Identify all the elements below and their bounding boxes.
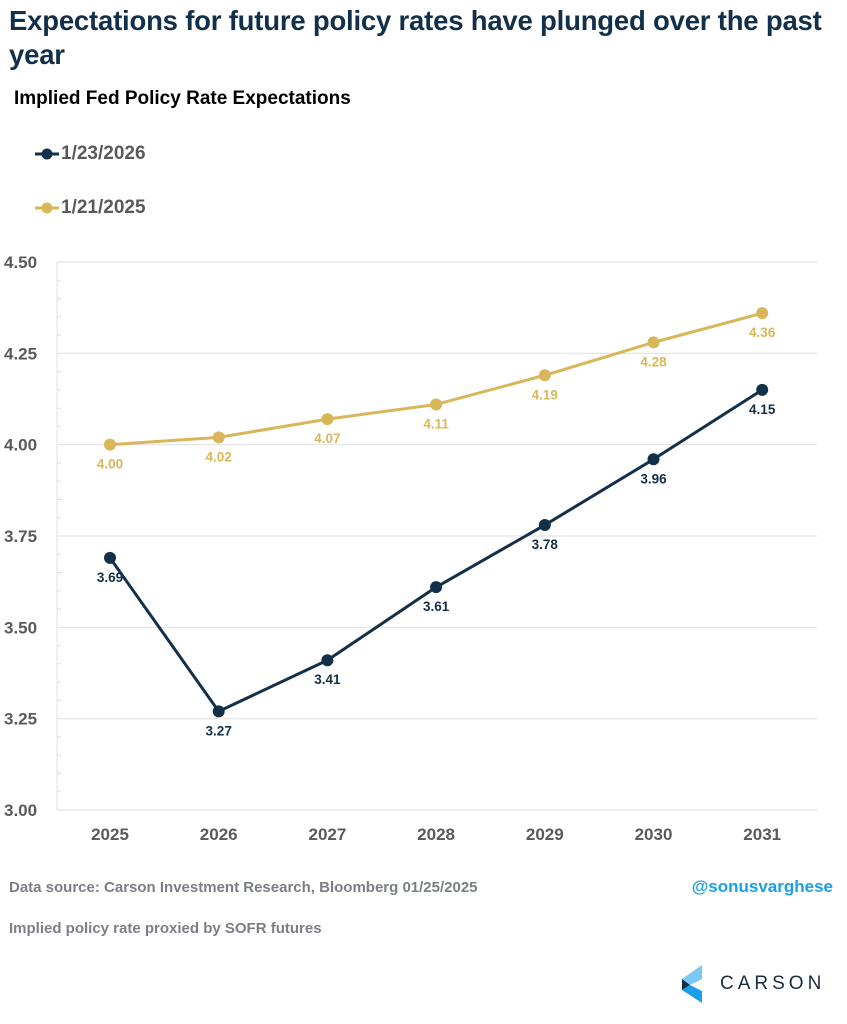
data-point <box>430 398 443 411</box>
x-tick-label: 2027 <box>308 825 346 844</box>
data-label: 4.00 <box>97 457 123 472</box>
methodology-note: Implied policy rate proxied by SOFR futu… <box>9 920 322 937</box>
data-label: 3.96 <box>640 471 667 486</box>
legend-item-series-2: 1/21/2025 <box>34 197 146 219</box>
x-tick-label: 2029 <box>526 825 564 844</box>
chart-subtitle: Implied Fed Policy Rate Expectations <box>14 88 351 109</box>
data-label: 4.15 <box>749 402 776 417</box>
data-label: 3.61 <box>423 599 450 614</box>
data-point <box>538 369 551 382</box>
legend-marker-icon <box>35 202 59 214</box>
data-label: 4.36 <box>749 325 776 340</box>
data-label: 3.78 <box>532 537 559 552</box>
x-tick-label: 2030 <box>635 825 673 844</box>
y-tick-label: 3.25 <box>4 710 37 729</box>
data-label: 3.27 <box>206 723 232 738</box>
axis-layer: 3.00 3.25 3.50 3.75 4.00 4.25 4.50 2025 2026 2027… <box>4 253 781 844</box>
data-point <box>321 413 334 426</box>
data-point <box>212 705 225 718</box>
y-tick-label: 4.00 <box>4 436 37 455</box>
legend-item-series-1: 1/23/2026 <box>34 143 146 165</box>
data-label: 4.11 <box>423 416 449 431</box>
line-chart: 3.00 3.25 3.50 3.75 4.00 4.25 4.50 2025 2026 2027… <box>4 253 817 844</box>
data-point <box>756 307 769 320</box>
data-source-note: Data source: Carson Investment Research,… <box>9 879 478 896</box>
data-label: 4.07 <box>314 431 340 446</box>
x-tick-label: 2028 <box>417 825 455 844</box>
data-point <box>538 519 551 532</box>
data-point <box>647 336 660 349</box>
series-layer: 4.00 4.02 4.07 4.11 4.19 4.28 4.36 3.69 3.27 3.41… <box>97 307 776 738</box>
y-tick-label: 4.25 <box>4 344 37 363</box>
data-label: 3.69 <box>97 570 123 585</box>
x-tick-label: 2026 <box>200 825 238 844</box>
data-point <box>756 383 769 396</box>
y-tick-label: 3.50 <box>4 618 37 637</box>
y-tick-label: 4.50 <box>4 253 37 272</box>
y-tick-label: 3.75 <box>4 527 37 546</box>
legend-label: 1/23/2026 <box>61 143 146 164</box>
data-point <box>321 654 334 667</box>
legend-marker-icon <box>35 148 59 160</box>
data-label: 4.28 <box>640 354 667 369</box>
page-title: Expectations for future policy rates hav… <box>9 5 822 70</box>
y-tick-label: 3.00 <box>4 801 37 820</box>
data-label: 3.41 <box>314 672 341 687</box>
data-point <box>104 438 116 451</box>
data-point <box>647 453 660 466</box>
data-label: 4.02 <box>206 449 232 464</box>
carson-logo: CARSON <box>680 965 825 1003</box>
grid-layer <box>56 261 817 811</box>
x-tick-label: 2025 <box>91 825 129 844</box>
x-tick-label: 2031 <box>743 825 781 844</box>
data-point <box>212 431 225 444</box>
logo-text: CARSON <box>720 973 826 994</box>
data-point <box>104 551 116 564</box>
legend-label: 1/21/2025 <box>61 197 146 218</box>
carson-chevron-logo-icon <box>682 965 702 1003</box>
data-label: 4.19 <box>532 387 558 402</box>
data-point <box>430 581 443 594</box>
author-handle[interactable]: @sonusvarghese <box>691 877 833 896</box>
